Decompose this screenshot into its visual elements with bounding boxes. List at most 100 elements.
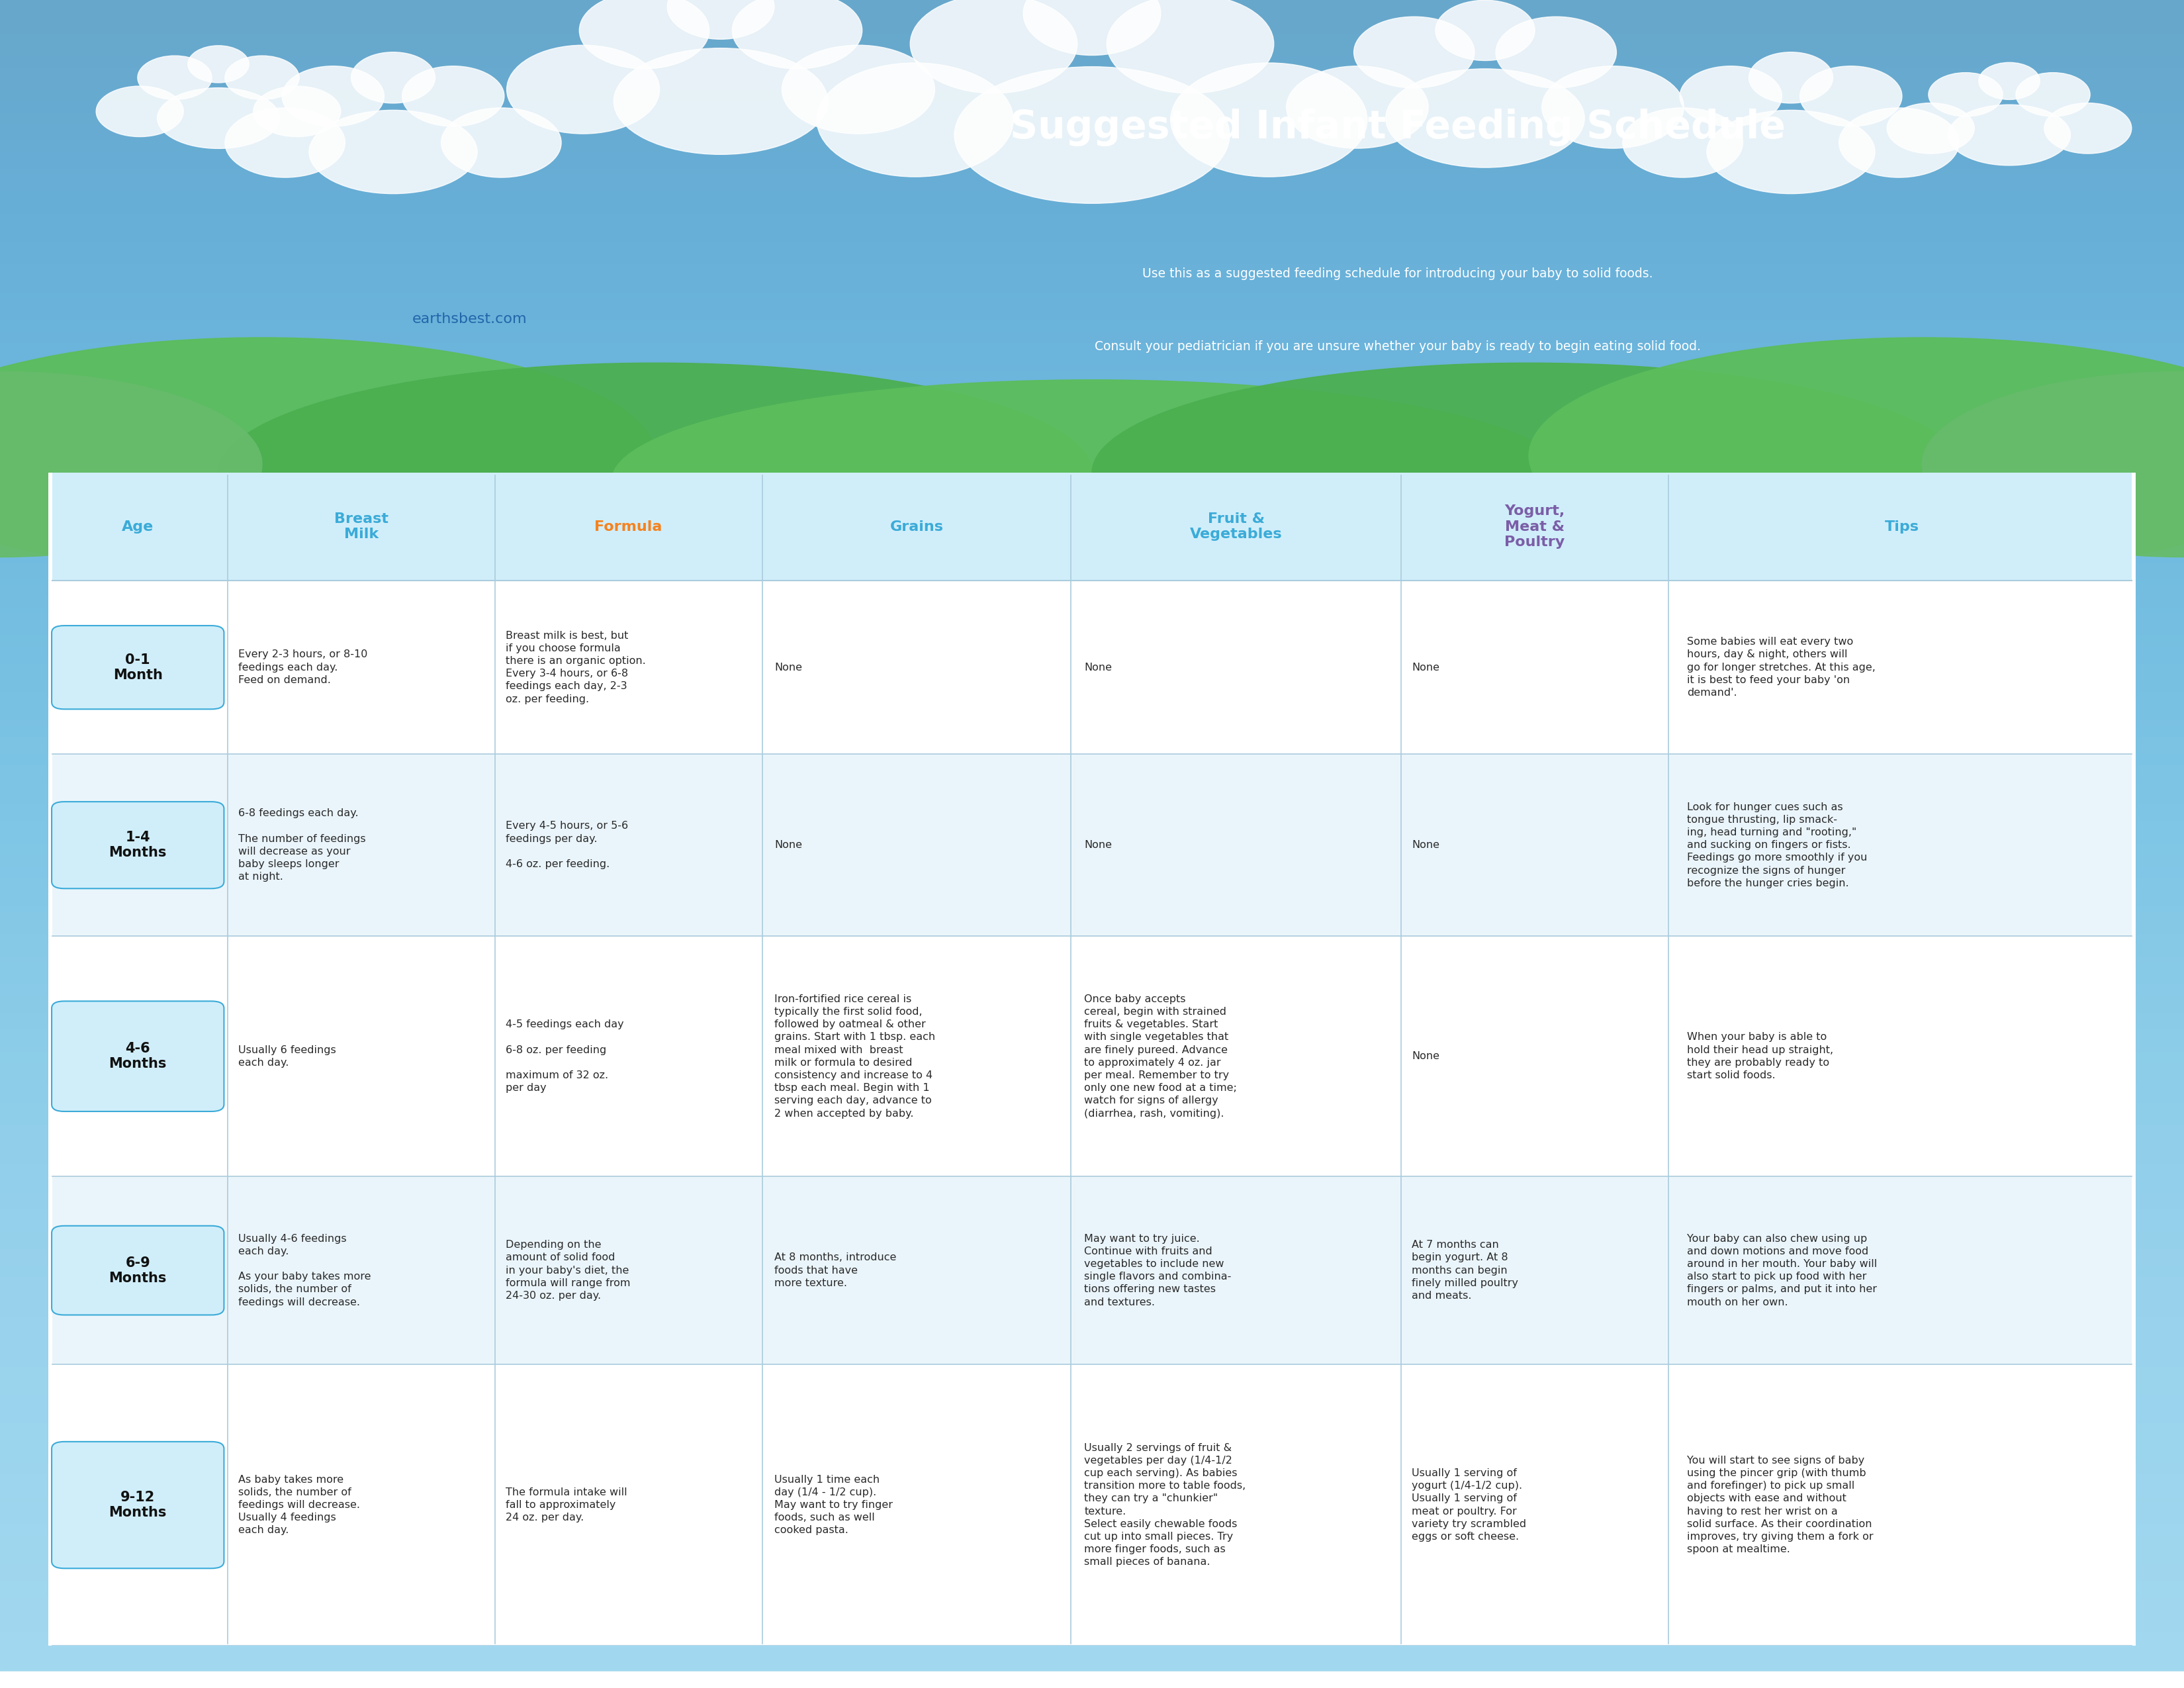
Text: Use this as a suggested feeding schedule for introducing your baby to solid food: Use this as a suggested feeding schedule… (1142, 267, 1653, 280)
Ellipse shape (1800, 66, 1902, 127)
Ellipse shape (1286, 66, 1428, 149)
Ellipse shape (138, 56, 212, 100)
Ellipse shape (911, 0, 1077, 93)
Text: Your baby can also chew using up
and down motions and move food
around in her mo: Your baby can also chew using up and dow… (1686, 1234, 1876, 1307)
Ellipse shape (612, 380, 1572, 582)
Ellipse shape (157, 88, 280, 149)
Ellipse shape (1354, 17, 1474, 88)
Ellipse shape (1679, 66, 1782, 127)
Text: At 7 months can
begin yogurt. At 8
months can begin
finely milled poultry
and me: At 7 months can begin yogurt. At 8 month… (1411, 1241, 1518, 1301)
Text: Formula: Formula (594, 520, 662, 533)
Text: Yogurt,
Meat &
Poultry: Yogurt, Meat & Poultry (1505, 505, 1564, 549)
Ellipse shape (579, 0, 710, 69)
Ellipse shape (2016, 73, 2090, 116)
FancyBboxPatch shape (35, 466, 2149, 1653)
Ellipse shape (2044, 103, 2132, 154)
Text: At 8 months, introduce
foods that have
more texture.: At 8 months, introduce foods that have m… (775, 1252, 895, 1288)
Ellipse shape (1092, 363, 1966, 582)
Ellipse shape (96, 86, 183, 137)
Bar (52, 755, 2132, 937)
Text: Usually 4-6 feedings
each day.

As your baby takes more
solids, the number of
fe: Usually 4-6 feedings each day. As your b… (238, 1234, 371, 1307)
Text: Usually 1 time each
day (1/4 - 1/2 cup).
May want to try finger
foods, such as w: Usually 1 time each day (1/4 - 1/2 cup).… (775, 1475, 893, 1536)
Text: The formula intake will
fall to approximately
24 oz. per day.: The formula intake will fall to approxim… (505, 1487, 627, 1523)
Text: None: None (1411, 841, 1439, 851)
Ellipse shape (507, 46, 660, 133)
Text: Look for hunger cues such as
tongue thrusting, lip smack-
ing, head turning and : Look for hunger cues such as tongue thru… (1686, 802, 1867, 888)
Text: Iron-fortified rice cereal is
typically the first solid food,
followed by oatmea: Iron-fortified rice cereal is typically … (775, 994, 935, 1119)
Text: Breast
Milk: Breast Milk (334, 511, 389, 540)
Ellipse shape (1979, 62, 2040, 100)
Ellipse shape (782, 46, 935, 133)
Ellipse shape (1928, 73, 2003, 116)
Ellipse shape (614, 49, 828, 154)
Bar (0, 1671, 2184, 1688)
Ellipse shape (253, 86, 341, 137)
Text: None: None (775, 662, 802, 672)
Text: Usually 2 servings of fruit &
vegetables per day (1/4-1/2
cup each serving). As : Usually 2 servings of fruit & vegetables… (1083, 1443, 1245, 1566)
Text: Age: Age (122, 520, 153, 533)
Text: Some babies will eat every two
hours, day & night, others will
go for longer str: Some babies will eat every two hours, da… (1686, 636, 1876, 697)
Ellipse shape (732, 0, 863, 69)
FancyBboxPatch shape (52, 802, 225, 888)
Text: Consult your pediatrician if you are unsure whether your baby is ready to begin : Consult your pediatrician if you are uns… (1094, 339, 1701, 353)
Ellipse shape (441, 108, 561, 177)
Ellipse shape (1435, 0, 1535, 61)
Text: None: None (1083, 662, 1112, 672)
FancyBboxPatch shape (52, 1001, 225, 1111)
Text: 4-6
Months: 4-6 Months (109, 1041, 166, 1070)
Ellipse shape (218, 363, 1092, 582)
Ellipse shape (817, 62, 1013, 177)
Ellipse shape (1749, 52, 1832, 103)
FancyBboxPatch shape (52, 1225, 225, 1315)
Text: When your baby is able to
hold their head up straight,
they are probably ready t: When your baby is able to hold their hea… (1686, 1033, 1832, 1080)
FancyBboxPatch shape (52, 1442, 225, 1568)
Ellipse shape (282, 66, 384, 127)
Bar (52, 581, 2132, 755)
Ellipse shape (1107, 0, 1273, 93)
Ellipse shape (1542, 66, 1684, 149)
Text: 0-1
Month: 0-1 Month (114, 653, 162, 682)
Text: May want to try juice.
Continue with fruits and
vegetables to include new
single: May want to try juice. Continue with fru… (1083, 1234, 1232, 1307)
Text: None: None (775, 841, 802, 851)
Text: Breast milk is best, but
if you choose formula
there is an organic option.
Every: Breast milk is best, but if you choose f… (505, 631, 646, 704)
Ellipse shape (225, 108, 345, 177)
Bar (52, 473, 2132, 581)
Ellipse shape (1496, 17, 1616, 88)
Text: 1-4
Months: 1-4 Months (109, 830, 166, 859)
Text: 4-5 feedings each day

6-8 oz. per feeding

maximum of 32 oz.
per day: 4-5 feedings each day 6-8 oz. per feedin… (505, 1020, 625, 1094)
Ellipse shape (1171, 62, 1367, 177)
Ellipse shape (1385, 69, 1586, 167)
Bar (52, 1364, 2132, 1646)
FancyBboxPatch shape (52, 626, 225, 709)
Text: You will start to see signs of baby
using the pincer grip (with thumb
and forefi: You will start to see signs of baby usin… (1686, 1455, 1874, 1555)
Ellipse shape (1887, 103, 1974, 154)
Text: Usually 6 feedings
each day.: Usually 6 feedings each day. (238, 1045, 336, 1067)
Ellipse shape (225, 56, 299, 100)
Ellipse shape (668, 0, 773, 39)
Ellipse shape (0, 371, 262, 557)
Ellipse shape (1922, 371, 2184, 557)
Ellipse shape (1529, 338, 2184, 574)
Text: Depending on the
amount of solid food
in your baby's diet, the
formula will rang: Depending on the amount of solid food in… (505, 1241, 631, 1301)
Text: Suggested Infant Feeding Schedule: Suggested Infant Feeding Schedule (1009, 108, 1787, 147)
Text: 6-8 feedings each day.

The number of feedings
will decrease as your
baby sleeps: 6-8 feedings each day. The number of fee… (238, 809, 365, 881)
Text: Every 2-3 hours, or 8-10
feedings each day.
Feed on demand.: Every 2-3 hours, or 8-10 feedings each d… (238, 650, 367, 685)
Text: 9-12
Months: 9-12 Months (109, 1491, 166, 1519)
Text: Grains: Grains (889, 520, 943, 533)
Text: Usually 1 serving of
yogurt (1/4-1/2 cup).
Usually 1 serving of
meat or poultry.: Usually 1 serving of yogurt (1/4-1/2 cup… (1411, 1469, 1527, 1541)
Ellipse shape (954, 66, 1230, 204)
Text: As baby takes more
solids, the number of
feedings will decrease.
Usually 4 feedi: As baby takes more solids, the number of… (238, 1475, 360, 1536)
Text: earthsbest.com: earthsbest.com (413, 312, 526, 326)
Ellipse shape (1708, 110, 1874, 194)
Text: Fruit &
Vegetables: Fruit & Vegetables (1190, 511, 1282, 540)
Ellipse shape (402, 66, 505, 127)
Ellipse shape (1623, 108, 1743, 177)
Text: 6-9
Months: 6-9 Months (109, 1256, 166, 1285)
Text: None: None (1083, 841, 1112, 851)
Ellipse shape (1839, 108, 1959, 177)
Ellipse shape (1948, 105, 2070, 165)
Ellipse shape (310, 110, 478, 194)
Text: Tips: Tips (1885, 520, 1920, 533)
Text: None: None (1411, 1052, 1439, 1062)
Ellipse shape (352, 52, 435, 103)
